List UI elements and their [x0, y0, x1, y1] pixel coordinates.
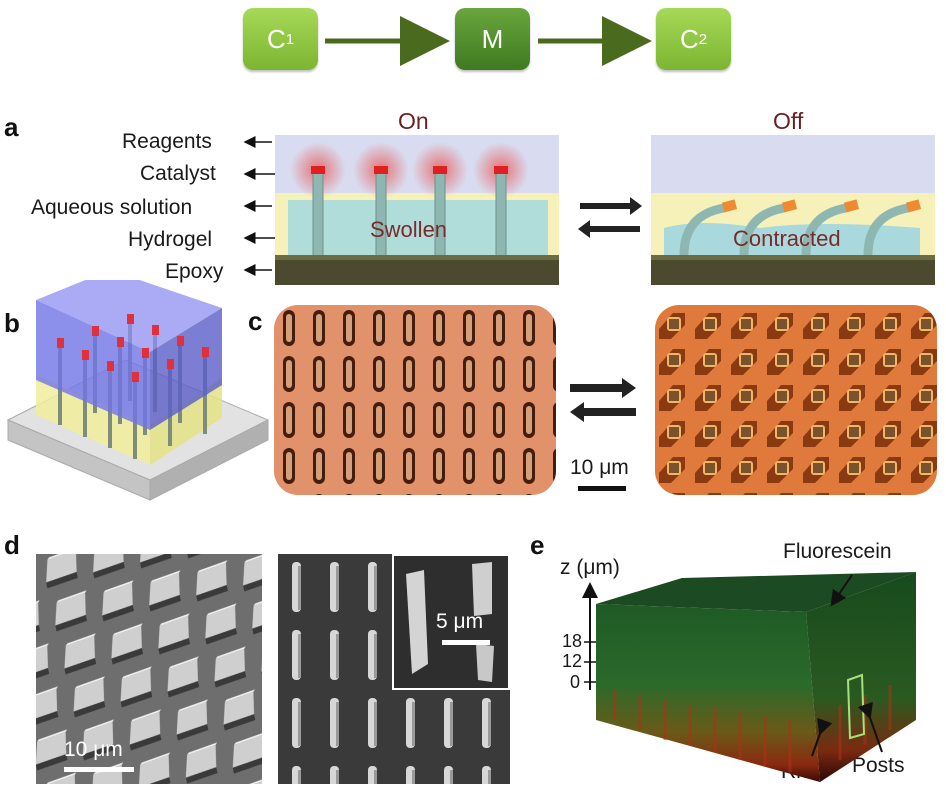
- panel-c-micrograph-left: [274, 305, 556, 495]
- panel-b-letter: b: [4, 308, 20, 338]
- volume-top: [596, 572, 916, 612]
- node-c1-main: C: [266, 23, 286, 54]
- panel-e-letter: e: [530, 530, 545, 560]
- highlighted-post: [846, 673, 866, 740]
- label-catalyst: Catalyst: [140, 162, 216, 185]
- equilibrium-arrow-left: [578, 220, 640, 238]
- label-aqueous: Aqueous solution: [31, 196, 193, 219]
- swollen-label: Swollen: [370, 217, 448, 242]
- tick-0: 0: [570, 672, 581, 692]
- panel-e-axis-label: z (μm): [560, 556, 620, 579]
- tick-12: 12: [562, 651, 583, 671]
- panel-b-3d-schematic: [6, 280, 270, 501]
- label-hydrogel: Hydrogel: [128, 228, 213, 251]
- off-label: Off: [773, 108, 804, 134]
- panel-d-inset-scale-bar: [442, 640, 490, 645]
- contracted-label: Contracted: [733, 226, 841, 251]
- panel-d-inset-scale-label: 5 μm: [436, 610, 484, 633]
- node-c2-sub: 2: [698, 30, 708, 48]
- panel-a-diagram: [243, 135, 935, 285]
- volume-front: [596, 604, 820, 782]
- panel-d-scale-bar-left: [64, 767, 134, 772]
- panel-a-letter: a: [4, 112, 19, 142]
- panel-c-scale-label: 10 μm: [570, 456, 629, 479]
- on-label: On: [398, 108, 429, 134]
- node-c2-main: C: [679, 23, 699, 54]
- panel-c-equilibrium-arrows: [570, 378, 636, 422]
- node-c1-sub: 1: [285, 30, 295, 48]
- panel-c-micrograph-right: [655, 305, 937, 495]
- off-reagent-layer: [651, 135, 935, 193]
- panel-c-letter: c: [248, 306, 263, 336]
- panel-d-scale-label-left: 10 μm: [64, 738, 123, 761]
- node-m: M: [455, 8, 530, 70]
- annotation-fluorescein: Fluorescein: [783, 540, 892, 563]
- panel-d-inset: [392, 554, 510, 690]
- annotation-posts: Posts: [852, 754, 905, 777]
- label-reagents: Reagents: [122, 130, 212, 153]
- panel-d-sem-left: [36, 554, 262, 784]
- label-epoxy: Epoxy: [165, 260, 224, 283]
- node-m-main: M: [481, 23, 504, 54]
- panel-c-scale-bar: [578, 486, 626, 491]
- panel-d-letter: d: [4, 530, 20, 560]
- off-hydrogel-layer: [664, 223, 920, 255]
- equilibrium-arrow-right: [580, 197, 642, 215]
- scheme-arrows: [325, 16, 652, 66]
- tick-18: 18: [562, 631, 583, 651]
